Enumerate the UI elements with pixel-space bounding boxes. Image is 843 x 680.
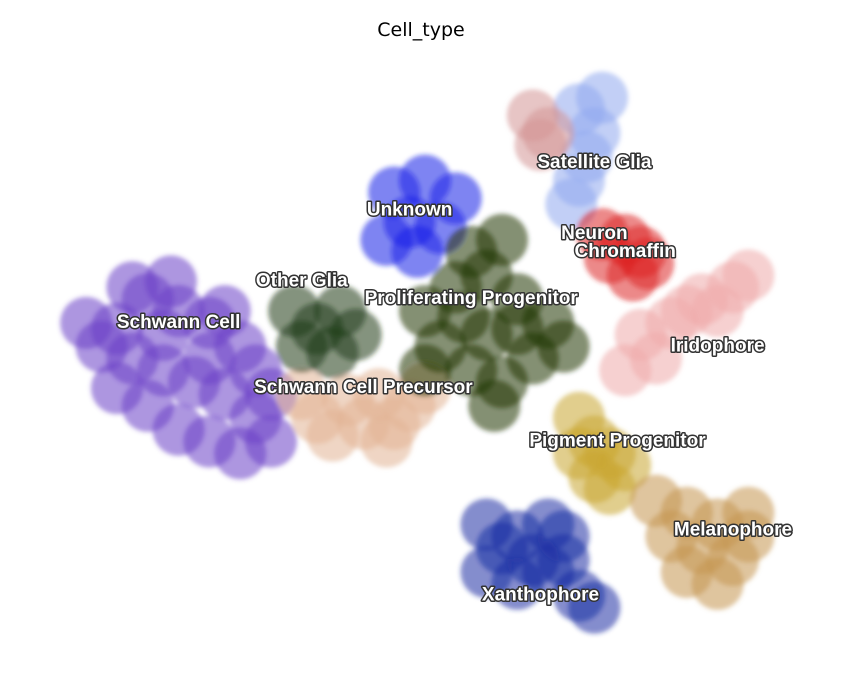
data-point [691, 285, 744, 338]
cluster-label: Neuron [561, 223, 628, 244]
data-point [437, 291, 490, 343]
series-unknown [360, 154, 482, 278]
data-point [360, 415, 413, 468]
cluster-label: Schwann Cell Precursor [254, 377, 473, 398]
data-point [553, 427, 605, 480]
data-point [537, 534, 590, 587]
cluster-label: Chromaffin [575, 241, 676, 262]
data-point [599, 344, 652, 397]
cluster-label: Satellite Glia [537, 152, 651, 173]
series-iridophore [599, 249, 775, 397]
data-point [722, 249, 775, 302]
data-point [198, 285, 251, 338]
data-point [399, 344, 451, 397]
data-point [537, 320, 590, 373]
data-point [60, 296, 113, 349]
data-point [275, 368, 328, 421]
data-point [645, 510, 698, 563]
points-layer [60, 71, 775, 634]
series-pigment-progenitor [553, 391, 652, 515]
data-point [583, 463, 636, 515]
cluster-label: Other Glia [256, 270, 348, 291]
cluster-label: Pigment Progenitor [529, 431, 706, 452]
series-neuron [506, 89, 575, 171]
cluster-label: Melanophore [674, 520, 792, 541]
data-point [183, 332, 236, 385]
series-melanophore [630, 474, 775, 610]
data-point [468, 379, 521, 432]
cluster-label: Schwann Cell [117, 312, 241, 333]
series-chromaffin [576, 208, 675, 302]
cluster-label: Xanthophore [482, 585, 599, 606]
data-point [391, 225, 444, 278]
data-point [91, 362, 143, 415]
series-proliferating-progenitor [399, 213, 590, 432]
data-point [722, 486, 775, 539]
data-point [514, 119, 567, 171]
data-point [329, 308, 382, 361]
cluster-label: Unknown [367, 199, 453, 220]
data-point [106, 261, 159, 314]
data-point [476, 213, 528, 266]
series-xanthophore [460, 498, 621, 634]
data-point [576, 71, 629, 124]
data-point [606, 249, 659, 302]
data-point [144, 255, 197, 308]
chart-title: Cell_type [377, 19, 464, 41]
cluster-label: Proliferating Progenitor [365, 288, 579, 309]
data-point [568, 581, 621, 634]
data-point [491, 302, 544, 355]
data-point [691, 557, 744, 610]
series-schwann-cell [60, 255, 297, 480]
cluster-label: Iridophore [671, 336, 765, 357]
data-point [137, 308, 190, 361]
series-other-glia [268, 285, 382, 379]
